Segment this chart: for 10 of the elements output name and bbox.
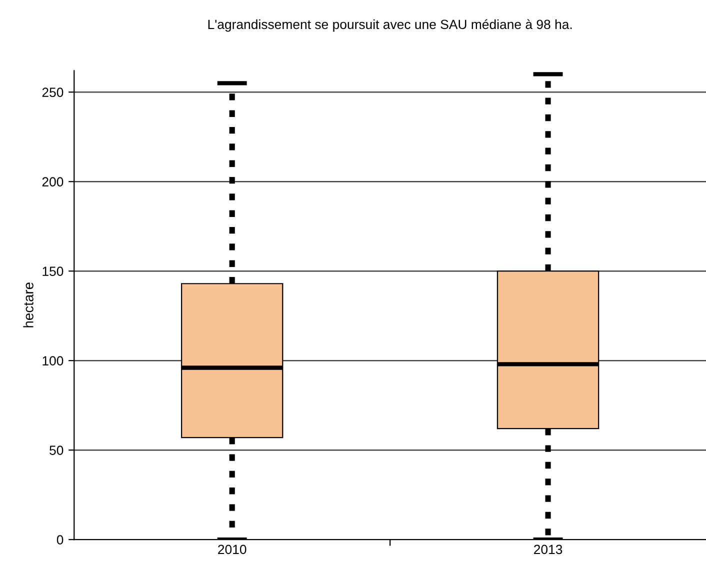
- chart-title: L'agrandissement se poursuit avec une SAU médiane à 98 ha.: [208, 19, 572, 32]
- y-tick-label: 0: [56, 535, 64, 544]
- y-axis-title: hectare: [23, 282, 34, 328]
- y-tick-label: 100: [42, 356, 64, 366]
- y-tick-label: 150: [42, 266, 64, 276]
- y-tick-label: 50: [50, 446, 64, 455]
- y-tick-label: 250: [42, 88, 64, 98]
- y-tick-label: 200: [42, 177, 64, 187]
- x-tick-label: 2013: [534, 544, 562, 554]
- x-tick-label: 2010: [218, 544, 246, 554]
